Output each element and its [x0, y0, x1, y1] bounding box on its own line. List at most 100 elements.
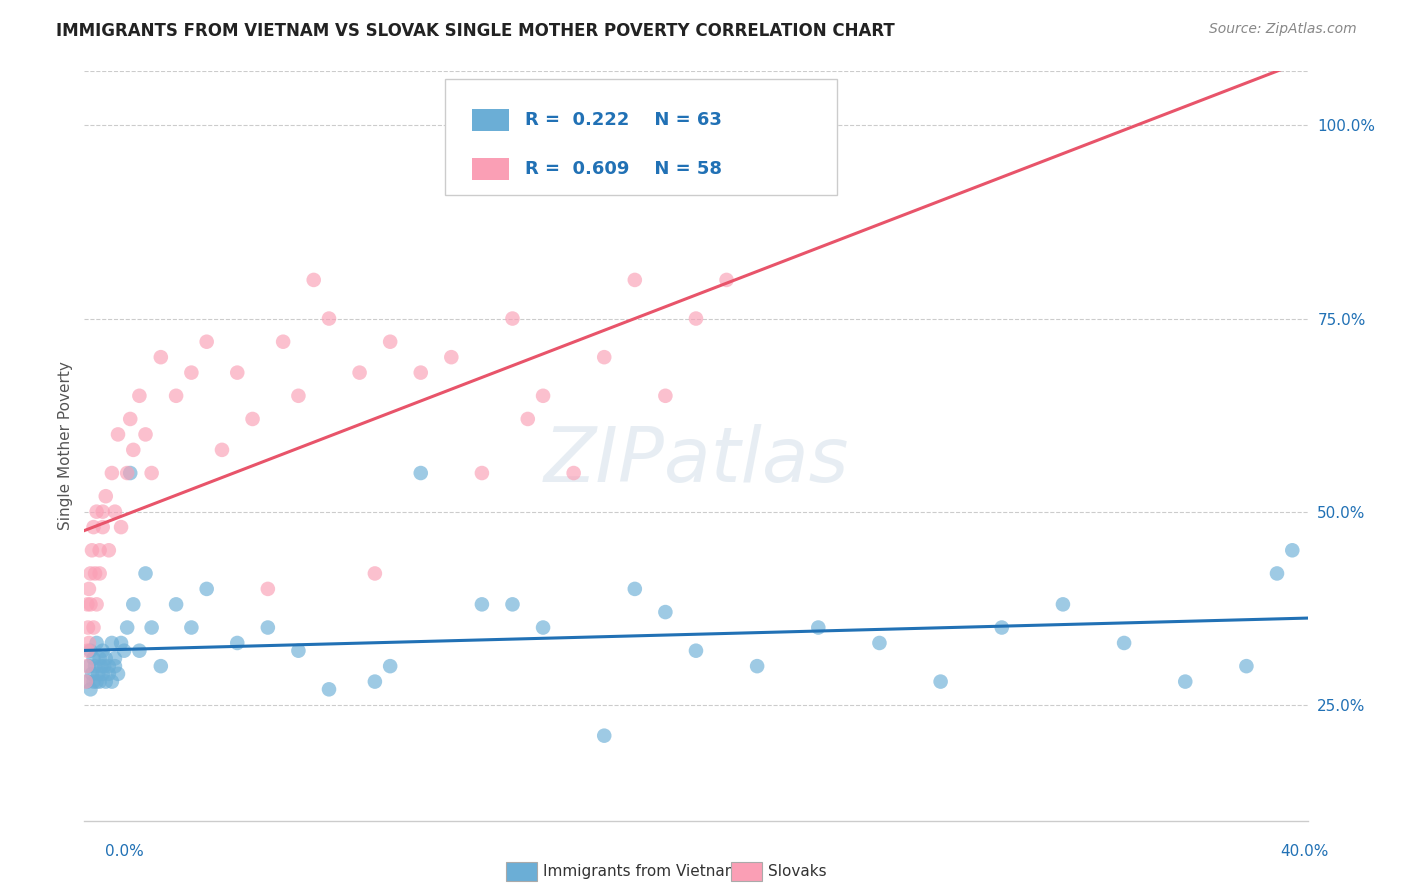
Point	[685, 643, 707, 657]
Point	[1114, 636, 1136, 650]
Point	[94, 651, 117, 665]
Point	[716, 273, 738, 287]
Text: 0.0%: 0.0%	[105, 845, 145, 859]
Point	[195, 582, 218, 596]
Point	[79, 682, 101, 697]
Point	[76, 674, 98, 689]
Point	[77, 659, 100, 673]
Point	[135, 566, 157, 581]
Point	[107, 427, 129, 442]
Point	[84, 659, 107, 673]
Point	[271, 334, 294, 349]
Y-axis label: Single Mother Poverty: Single Mother Poverty	[58, 361, 73, 531]
Point	[89, 651, 111, 665]
Text: IMMIGRANTS FROM VIETNAM VS SLOVAK SINGLE MOTHER POVERTY CORRELATION CHART: IMMIGRANTS FROM VIETNAM VS SLOVAK SINGLE…	[56, 22, 896, 40]
Point	[364, 566, 387, 581]
Point	[104, 505, 127, 519]
Point	[97, 659, 120, 673]
Point	[84, 566, 107, 581]
Point	[76, 598, 98, 612]
Point	[115, 621, 138, 635]
Point	[112, 643, 135, 657]
Point	[409, 466, 432, 480]
Point	[440, 350, 463, 364]
Point	[77, 636, 100, 650]
Point	[76, 643, 98, 657]
Point	[83, 651, 105, 665]
Text: R =  0.609    N = 58: R = 0.609 N = 58	[524, 160, 721, 178]
Point	[1265, 566, 1288, 581]
Point	[97, 543, 120, 558]
Point	[120, 466, 142, 480]
Point	[502, 598, 524, 612]
Text: ZIPatlas: ZIPatlas	[543, 424, 849, 498]
FancyBboxPatch shape	[472, 109, 509, 131]
Point	[226, 636, 249, 650]
Point	[562, 466, 585, 480]
Point	[195, 334, 218, 349]
Point	[90, 659, 112, 673]
Point	[242, 412, 264, 426]
Point	[318, 682, 340, 697]
Point	[91, 666, 114, 681]
Point	[110, 520, 132, 534]
Point	[364, 674, 387, 689]
Point	[122, 442, 145, 457]
Point	[624, 273, 647, 287]
Point	[593, 350, 616, 364]
Point	[101, 636, 124, 650]
Point	[76, 659, 98, 673]
Point	[380, 659, 402, 673]
Point	[75, 674, 97, 689]
Point	[226, 366, 249, 380]
Point	[110, 636, 132, 650]
FancyBboxPatch shape	[446, 78, 837, 195]
Point	[77, 621, 100, 635]
Point	[79, 598, 101, 612]
Point	[104, 659, 127, 673]
Point	[86, 598, 108, 612]
Point	[318, 311, 340, 326]
Point	[83, 520, 105, 534]
Point	[257, 582, 280, 596]
Text: R =  0.222    N = 63: R = 0.222 N = 63	[524, 112, 721, 129]
Point	[685, 311, 707, 326]
Point	[531, 389, 554, 403]
Point	[135, 427, 157, 442]
Point	[302, 273, 325, 287]
Point	[531, 621, 554, 635]
Point	[104, 651, 127, 665]
Point	[1236, 659, 1258, 673]
Point	[471, 598, 494, 612]
Point	[101, 466, 124, 480]
Point	[128, 643, 150, 657]
Point	[141, 621, 163, 635]
Point	[593, 729, 616, 743]
Point	[409, 366, 432, 380]
Point	[91, 643, 114, 657]
Point	[349, 366, 371, 380]
Point	[120, 412, 142, 426]
Point	[101, 674, 124, 689]
Point	[115, 466, 138, 480]
Point	[122, 598, 145, 612]
Point	[107, 666, 129, 681]
Point	[287, 643, 309, 657]
Point	[93, 659, 115, 673]
Point	[471, 466, 494, 480]
Point	[747, 659, 769, 673]
Point	[86, 505, 108, 519]
Point	[91, 520, 114, 534]
Point	[502, 311, 524, 326]
Point	[180, 366, 202, 380]
Point	[654, 389, 676, 403]
Point	[77, 582, 100, 596]
Point	[929, 674, 952, 689]
Point	[991, 621, 1014, 635]
FancyBboxPatch shape	[472, 158, 509, 180]
Point	[94, 489, 117, 503]
Point	[211, 442, 233, 457]
Point	[79, 566, 101, 581]
Point	[80, 543, 103, 558]
Point	[97, 666, 120, 681]
